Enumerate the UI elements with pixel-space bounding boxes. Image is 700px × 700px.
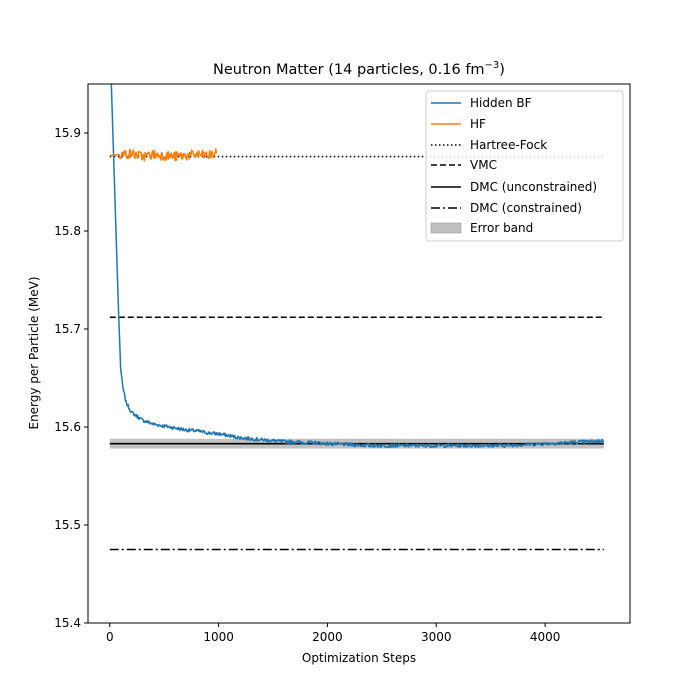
y-tick-label: 15.4 bbox=[54, 616, 81, 630]
legend-swatch-error-band bbox=[430, 222, 462, 234]
plot-frame bbox=[87, 83, 631, 624]
y-tick-label: 15.6 bbox=[54, 420, 81, 434]
y-axis-ticks: 15.4 15.5 15.6 15.7 15.8 15.9 bbox=[54, 126, 88, 630]
series-layer bbox=[109, 84, 605, 449]
legend-label-vmc: VMC bbox=[470, 158, 497, 172]
series-line-hidden-bf bbox=[110, 84, 605, 449]
y-tick-label: 15.5 bbox=[54, 518, 81, 532]
chart-title-superscript: −3 bbox=[485, 60, 500, 71]
legend-label-error-band: Error band bbox=[470, 221, 533, 235]
series-line-hf bbox=[109, 148, 218, 162]
x-axis-ticks: 0 1000 2000 3000 4000 bbox=[106, 623, 560, 644]
legend-label-hf: HF bbox=[470, 117, 486, 131]
chart-title-suffix: ) bbox=[499, 62, 505, 78]
y-tick-label: 15.9 bbox=[54, 126, 81, 140]
x-tick-label: 4000 bbox=[530, 630, 561, 644]
chart-title-main: Neutron Matter (14 particles, 0.16 fm bbox=[213, 62, 485, 78]
legend-label-hartree-fock: Hartree-Fock bbox=[470, 138, 547, 152]
y-tick-label: 15.8 bbox=[54, 224, 81, 238]
chart-title: Neutron Matter (14 particles, 0.16 fm−3) bbox=[213, 60, 505, 78]
y-axis-label: Energy per Particle (MeV) bbox=[27, 276, 41, 429]
x-tick-label: 1000 bbox=[203, 630, 234, 644]
legend-label-hidden-bf: Hidden BF bbox=[470, 96, 532, 110]
legend: Hidden BF HF Hartree-Fock VMC DMC (uncon… bbox=[425, 90, 624, 242]
x-tick-label: 0 bbox=[106, 630, 114, 644]
legend-box bbox=[425, 90, 624, 242]
legend-label-dmc-constrained: DMC (constrained) bbox=[470, 201, 582, 215]
x-tick-label: 2000 bbox=[312, 630, 343, 644]
y-tick-label: 15.7 bbox=[54, 322, 81, 336]
x-axis-label: Optimization Steps bbox=[302, 651, 416, 665]
legend-label-dmc-unconstrained: DMC (unconstrained) bbox=[470, 180, 597, 194]
x-tick-label: 3000 bbox=[421, 630, 452, 644]
